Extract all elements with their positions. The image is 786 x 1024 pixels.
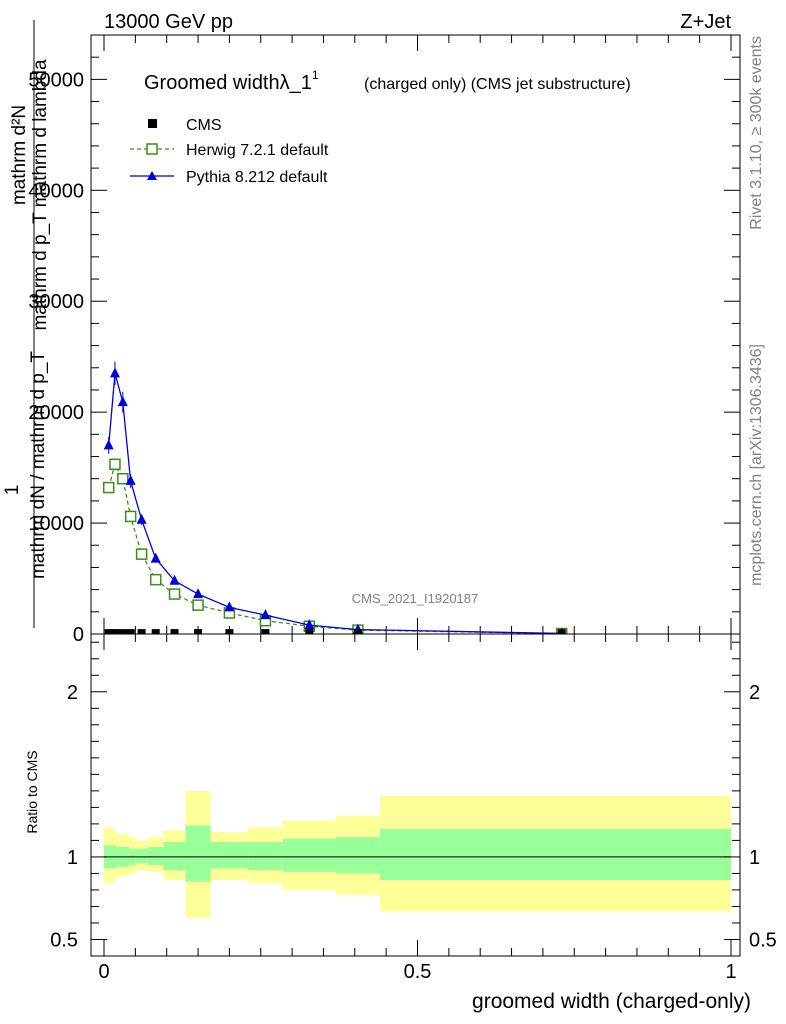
cms-point xyxy=(118,629,127,638)
cms-point xyxy=(151,629,160,638)
y-tick-label: 10000 xyxy=(28,513,84,535)
cms-point xyxy=(261,629,270,638)
pythia-point xyxy=(109,367,120,378)
ratio-y-tick-label-left: 1 xyxy=(67,847,78,869)
x-tick-label: 1 xyxy=(725,961,736,983)
plot-title-suffix: (charged only) (CMS jet substructure) xyxy=(364,76,631,93)
ratio-band-inner xyxy=(104,825,731,882)
legend-pythia-marker xyxy=(147,171,157,180)
legend-herwig-marker xyxy=(146,143,158,155)
ylabel-top-sub: mathrm d p_T mathrm d lambda xyxy=(30,59,51,330)
pythia-point xyxy=(150,552,161,563)
ylabel-top: mathrm d²N xyxy=(9,105,30,205)
ratio-y-tick-label-left: 0.5 xyxy=(50,929,78,951)
plot-title: Groomed widthλ_11 xyxy=(144,68,319,94)
cms-point xyxy=(353,629,362,638)
pythia-point xyxy=(260,609,271,620)
ratio-y-tick-label-right: 0.5 xyxy=(749,929,777,951)
legend: CMS Herwig 7.2.1 default Pythia 8.212 de… xyxy=(130,117,329,186)
cms-point xyxy=(557,629,566,638)
x-tick-label: 0.5 xyxy=(404,961,432,983)
ratio-inner-bin xyxy=(210,842,249,869)
ratio-y-tick-label-right: 1 xyxy=(749,847,760,869)
pythia-point xyxy=(103,439,114,450)
cms-point xyxy=(137,629,146,638)
pythia-point xyxy=(117,396,128,407)
ratio-inner-bin xyxy=(185,825,211,882)
cms-series xyxy=(104,629,566,638)
pythia-point xyxy=(169,574,180,585)
cms-point xyxy=(104,629,113,638)
x-axis-label: groomed width (charged-only) xyxy=(472,990,751,1013)
legend-cms-label: CMS xyxy=(186,117,222,134)
ratio-inner-bin xyxy=(135,848,148,864)
herwig-point xyxy=(149,573,162,586)
y-tick-label: 30000 xyxy=(28,291,84,313)
ratio-inner-bin xyxy=(147,847,164,866)
cms-point xyxy=(225,629,234,638)
main-frame xyxy=(90,34,741,635)
main-panel: 0 10000 20000 30000 40000 50000 CMS_2021_I192… xyxy=(28,34,741,646)
herwig-point xyxy=(102,481,115,494)
ratio-panel: 0.5 0.5 1 1 2 2 0 0.5 1 Ratio to CMS groomed wid… xyxy=(24,633,777,1013)
main-y-tick-labels: 0 10000 20000 30000 40000 50000 xyxy=(28,69,84,646)
cms-point xyxy=(194,629,203,638)
legend-herwig-label: Herwig 7.2.1 default xyxy=(186,142,329,159)
legend-cms-marker xyxy=(148,119,157,128)
ratio-inner-bin xyxy=(282,838,336,872)
herwig-point xyxy=(109,458,121,471)
ratio-tick-labels: 0.5 0.5 1 1 2 2 0 0.5 1 xyxy=(50,682,777,983)
herwig-point xyxy=(117,472,129,485)
herwig-point xyxy=(168,588,181,600)
analysis-watermark: CMS_2021_I1920187 xyxy=(352,591,479,606)
y-tick-label: 20000 xyxy=(28,402,84,424)
plot-title-main: Groomed widthλ_1 xyxy=(144,72,312,94)
ratio-inner-bin xyxy=(335,837,380,874)
herwig-point xyxy=(124,510,137,523)
ratio-y-axis-label: Ratio to CMS xyxy=(24,750,40,833)
cms-point xyxy=(170,629,179,638)
ratio-y-tick-label-left: 2 xyxy=(67,682,78,704)
ratio-inner-bin xyxy=(248,842,283,871)
pythia-point xyxy=(193,588,204,599)
x-tick-label: 0 xyxy=(98,961,109,983)
pythia-point xyxy=(125,474,136,485)
ratio-inner-bin xyxy=(163,842,186,871)
pythia-point xyxy=(136,513,147,524)
cms-point xyxy=(110,629,119,638)
herwig-point xyxy=(135,548,148,560)
ylabel-bottom: mathrm dN / mathrm d p_T xyxy=(28,351,49,579)
herwig-point xyxy=(192,599,204,611)
pythia-point xyxy=(304,619,315,630)
ratio-frame xyxy=(90,633,741,957)
legend-pythia-label: Pythia 8.212 default xyxy=(186,169,328,186)
ratio-inner-bin xyxy=(379,828,731,881)
ratio-y-tick-label-right: 2 xyxy=(749,682,760,704)
mcplots-label: mcplots.cern.ch [arXiv:1306.3436] xyxy=(748,344,765,586)
ratio-x-ticks xyxy=(103,634,732,956)
y-tick-label: 50000 xyxy=(28,69,84,91)
ratio-y-ticks xyxy=(91,641,740,940)
cms-point xyxy=(305,629,314,638)
pythia-point xyxy=(224,601,235,612)
y-tick-label: 0 xyxy=(73,624,84,646)
y-tick-label: 40000 xyxy=(28,180,84,202)
header-process: Z+Jet xyxy=(680,11,731,33)
main-y-axis-label: mathrm d²N mathrm d p_T mathrm d lambda … xyxy=(2,20,51,628)
header-energy: 13000 GeV pp xyxy=(104,11,233,33)
plot-title-sup: 1 xyxy=(312,68,319,82)
ylabel-one: 1 xyxy=(2,485,23,496)
rivet-label: Rivet 3.1.10, ≥ 300k events xyxy=(748,36,765,230)
cms-point xyxy=(126,629,135,638)
